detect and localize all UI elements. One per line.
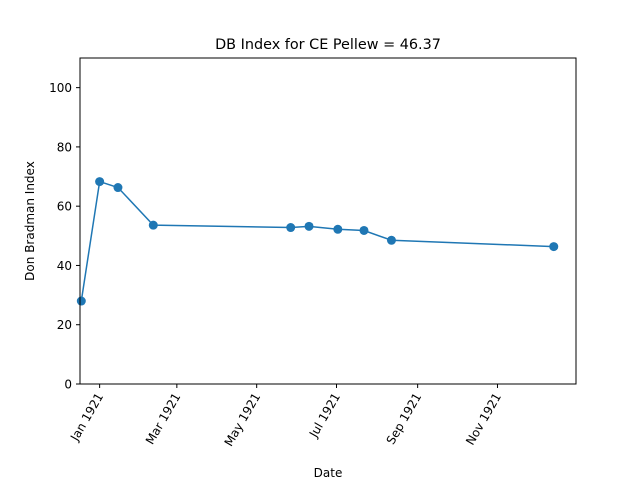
y-tick-label: 100 bbox=[49, 81, 72, 95]
y-tick-label: 20 bbox=[57, 318, 72, 332]
data-point bbox=[549, 242, 559, 252]
x-tick-label: Jul 1921 bbox=[306, 391, 343, 441]
data-point bbox=[359, 225, 369, 235]
y-tick-label: 0 bbox=[64, 378, 72, 392]
chart-title: DB Index for CE Pellew = 46.37 bbox=[215, 37, 441, 53]
plot-frame bbox=[79, 57, 577, 385]
x-axis: Jan 1921 Mar 1921 May 1921 Jul 1921 Sep 1921… bbox=[67, 384, 504, 449]
x-tick-label: Nov 1921 bbox=[463, 391, 504, 448]
data-point bbox=[333, 224, 343, 234]
data-point bbox=[286, 223, 296, 233]
data-point bbox=[95, 177, 105, 187]
data-point bbox=[113, 183, 123, 193]
y-axis-label: Don Bradman Index bbox=[23, 161, 37, 281]
data-point bbox=[304, 221, 314, 231]
y-tick-label: 40 bbox=[57, 259, 72, 273]
x-tick-label: Mar 1921 bbox=[143, 391, 184, 447]
x-tick-label: May 1921 bbox=[222, 391, 264, 449]
data-point bbox=[386, 235, 396, 245]
plot-area bbox=[76, 177, 559, 306]
x-axis-label: Date bbox=[314, 466, 343, 480]
x-tick-label: Sep 1921 bbox=[384, 391, 425, 447]
y-axis: 0 20 40 60 80 100 bbox=[49, 81, 80, 392]
x-tick-label: Jan 1921 bbox=[67, 391, 106, 445]
series-line bbox=[80, 180, 554, 302]
y-tick-label: 80 bbox=[57, 140, 72, 154]
data-point bbox=[148, 220, 158, 230]
y-tick-label: 60 bbox=[57, 200, 72, 214]
data-point bbox=[76, 296, 86, 306]
